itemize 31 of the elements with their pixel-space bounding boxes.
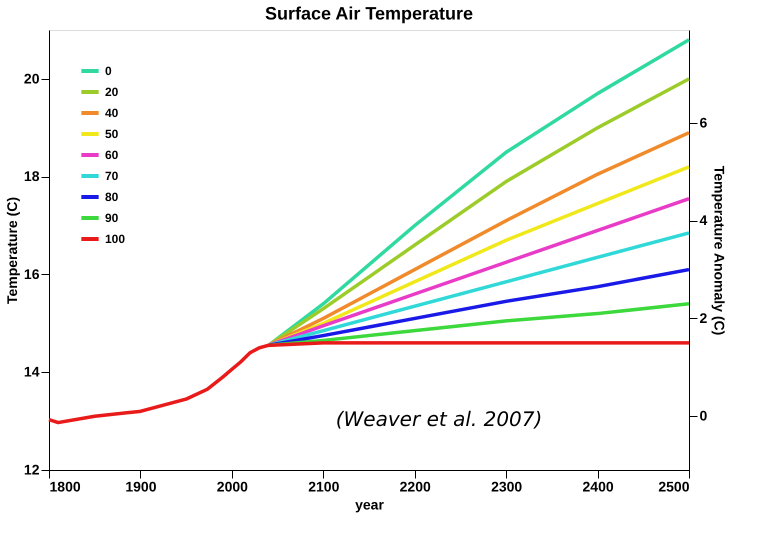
x-tick-label: 1900 [125, 478, 157, 494]
y-tick-label: 12 [24, 462, 40, 478]
y2-tick-label: 4 [700, 212, 708, 228]
legend-label: 90 [105, 211, 119, 225]
y2-axis-title: Temperature Anomaly (C) [711, 166, 728, 336]
y-tick-label: 16 [24, 266, 40, 282]
x-tick-label: 2000 [216, 478, 248, 494]
chart-title: Surface Air Temperature [264, 3, 474, 24]
y-tick-label: 18 [24, 168, 40, 184]
x-tick-label: 1800 [50, 478, 81, 494]
legend-label: 70 [105, 169, 119, 183]
x-axis-title: year [355, 496, 384, 512]
y-axis-title: Temperature (C) [4, 196, 20, 304]
legend-label: 50 [105, 127, 119, 141]
annotation: (Weaver et al. 2007) [336, 407, 542, 431]
y2-tick-label: 6 [700, 114, 708, 130]
x-tick-label: 2300 [491, 478, 522, 494]
x-tick-label: 2200 [400, 478, 431, 494]
legend-label: 40 [105, 106, 119, 120]
x-tick-label: 2400 [582, 478, 614, 494]
legend-label: 60 [105, 148, 119, 162]
legend-label: 100 [105, 232, 126, 246]
legend-label: 20 [105, 85, 119, 99]
y-tick-label: 20 [24, 70, 40, 86]
y2-tick-label: 0 [700, 408, 708, 424]
x-tick-label: 2500 [658, 478, 690, 494]
y-tick-label: 14 [24, 364, 40, 380]
legend-label: 80 [105, 190, 119, 204]
y2-tick-label: 2 [700, 310, 708, 326]
legend-label: 0 [105, 64, 112, 78]
x-tick-label: 2100 [308, 478, 340, 494]
